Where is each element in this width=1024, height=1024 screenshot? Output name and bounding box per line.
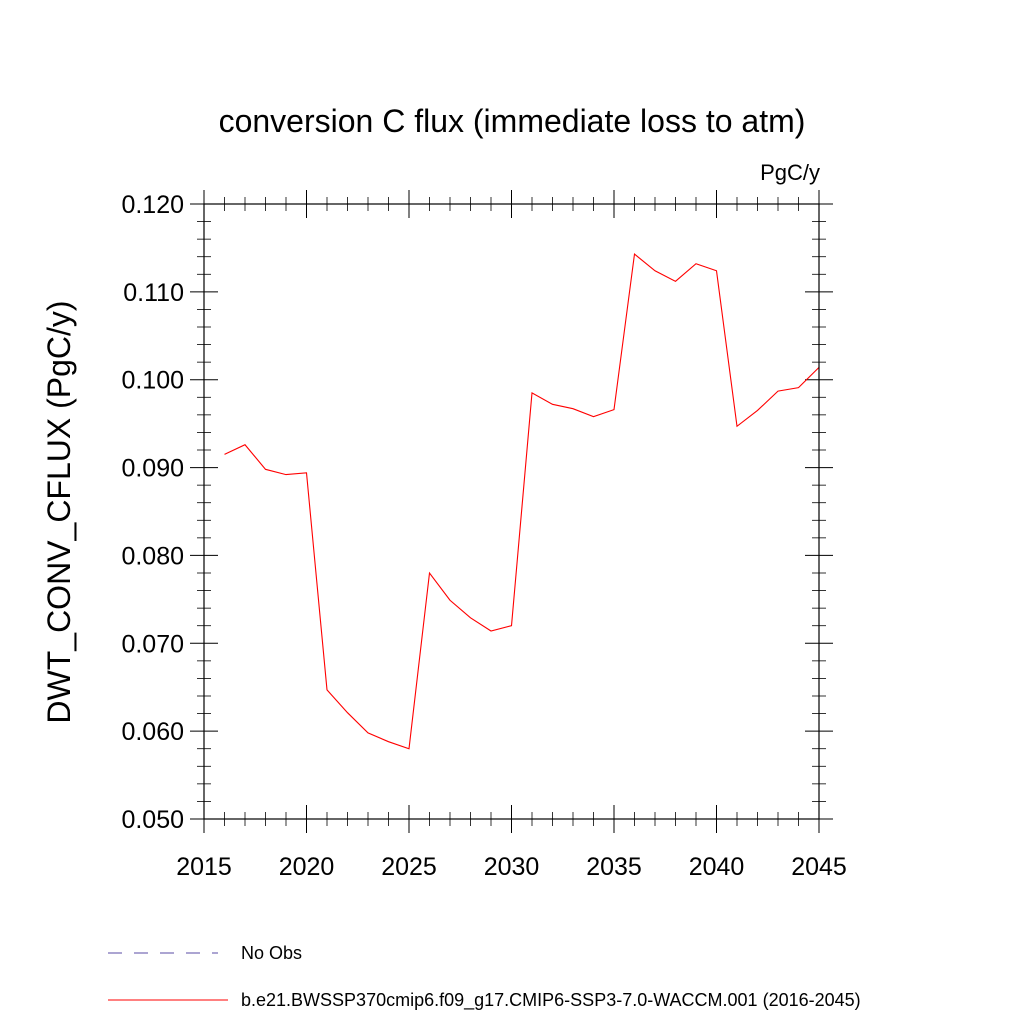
- y-tick-label: 0.070: [121, 630, 184, 658]
- ticks-layer: [190, 190, 833, 833]
- x-tick-label: 2025: [381, 853, 437, 881]
- y-tick-labels: 0.050 0.060 0.070 0.080 0.090 0.100 0.110 0.120: [121, 191, 184, 834]
- chart-title: conversion C flux (immediate loss to atm…: [219, 103, 806, 139]
- y-tick-label: 0.060: [121, 718, 184, 746]
- x-tick-label: 2015: [176, 853, 232, 881]
- plot-frame: [203, 203, 820, 820]
- y-tick-label: 0.080: [121, 542, 184, 570]
- legend-label-model: b.e21.BWSSP370cmip6.f09_g17.CMIP6-SSP3-7…: [241, 990, 861, 1011]
- series-layer: [224, 253, 820, 750]
- x-tick-label: 2045: [791, 853, 847, 881]
- series-line: [224, 253, 820, 750]
- x-tick-label: 2030: [484, 853, 540, 881]
- y-tick-label: 0.100: [121, 367, 184, 395]
- x-tick-label: 2020: [279, 853, 335, 881]
- units-label: PgC/y: [760, 160, 820, 185]
- x-tick-labels: 2015 2020 2025 2030 2035 2040 2045: [176, 853, 847, 881]
- y-tick-label: 0.120: [121, 191, 184, 219]
- y-tick-label: 0.110: [123, 279, 184, 307]
- y-tick-label: 0.050: [121, 806, 184, 834]
- legend-label-no-obs: No Obs: [241, 943, 302, 963]
- y-axis-label: DWT_CONV_CFLUX (PgC/y): [41, 300, 77, 723]
- y-tick-label: 0.090: [121, 455, 184, 483]
- x-tick-label: 2035: [586, 853, 642, 881]
- x-tick-label: 2040: [689, 853, 745, 881]
